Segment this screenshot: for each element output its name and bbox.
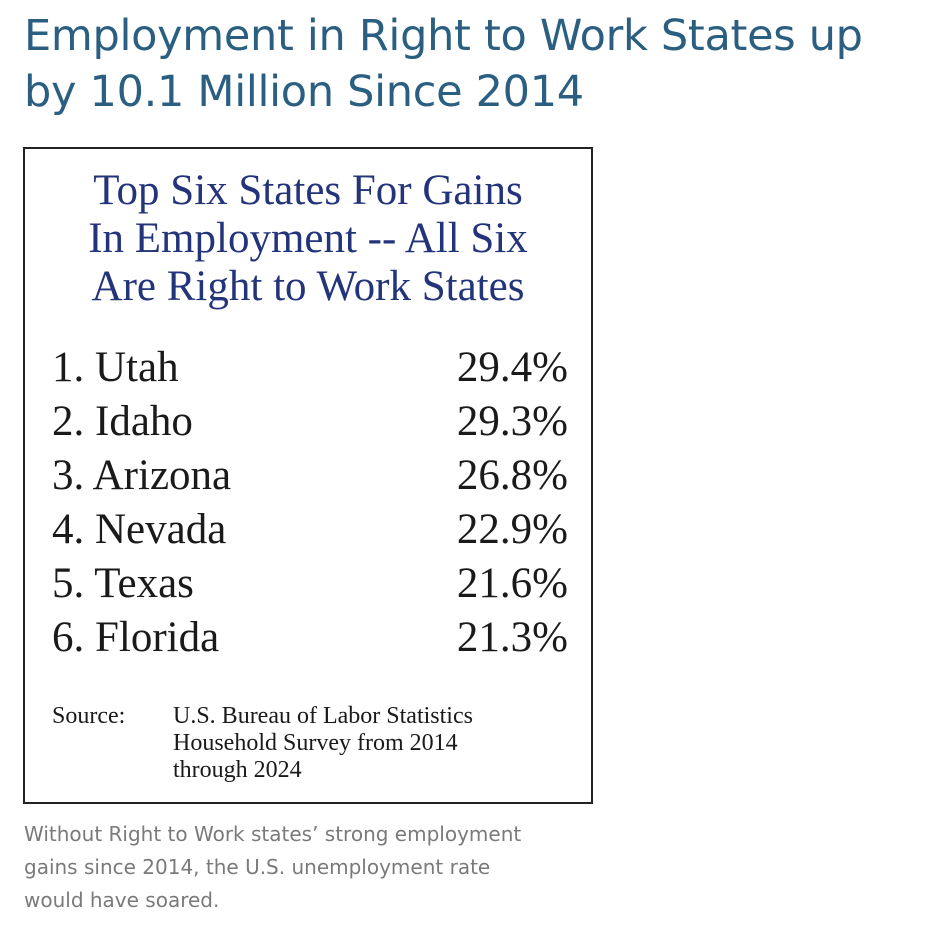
figure-title-line-3: Are Right to Work States (91, 263, 525, 310)
figure-title-line-1: Top Six States For Gains (93, 167, 523, 214)
state-row-nevada: 4. Nevada 22.9% (52, 503, 568, 557)
state-gain-value: 29.4% (456, 344, 568, 391)
source-line-2: Household Survey from 2014 (173, 730, 458, 756)
state-gain-value: 21.3% (456, 614, 568, 661)
state-row-utah: 1. Utah 29.4% (52, 341, 568, 395)
source-text: U.S. Bureau of Labor Statistics Househol… (173, 703, 553, 784)
headline-line-1: Employment in Right to Work States up (24, 11, 863, 61)
state-name: 5. Texas (52, 560, 194, 607)
caption-line-2: gains since 2014, the U.S. unemployment … (24, 855, 491, 879)
figure-title-line-2: In Employment -- All Six (88, 215, 528, 262)
state-name: 2. Idaho (52, 398, 193, 445)
article-headline: Employment in Right to Work States up by… (24, 8, 944, 120)
state-row-arizona: 3. Arizona 26.8% (52, 449, 568, 503)
state-gain-value: 29.3% (456, 398, 568, 445)
source-label: Source: (52, 703, 126, 729)
figure-caption: Without Right to Work states’ strong emp… (24, 818, 624, 917)
state-name: 1. Utah (52, 344, 179, 391)
state-row-florida: 6. Florida 21.3% (52, 611, 568, 665)
headline-line-2: by 10.1 Million Since 2014 (24, 67, 584, 117)
state-gain-value: 26.8% (456, 452, 568, 499)
employment-gains-figure: Top Six States For Gains In Employment -… (23, 147, 593, 804)
source-line-1: U.S. Bureau of Labor Statistics (173, 703, 473, 729)
state-gain-value: 21.6% (456, 560, 568, 607)
state-name: 6. Florida (52, 614, 220, 661)
state-name: 4. Nevada (52, 506, 227, 553)
state-row-idaho: 2. Idaho 29.3% (52, 395, 568, 449)
state-name: 3. Arizona (52, 452, 232, 499)
caption-line-3: would have soared. (24, 888, 220, 912)
state-gain-value: 22.9% (456, 506, 568, 553)
figure-title: Top Six States For Gains In Employment -… (25, 167, 591, 311)
state-row-texas: 5. Texas 21.6% (52, 557, 568, 611)
source-line-3: through 2024 (173, 757, 302, 783)
caption-line-1: Without Right to Work states’ strong emp… (24, 822, 522, 846)
